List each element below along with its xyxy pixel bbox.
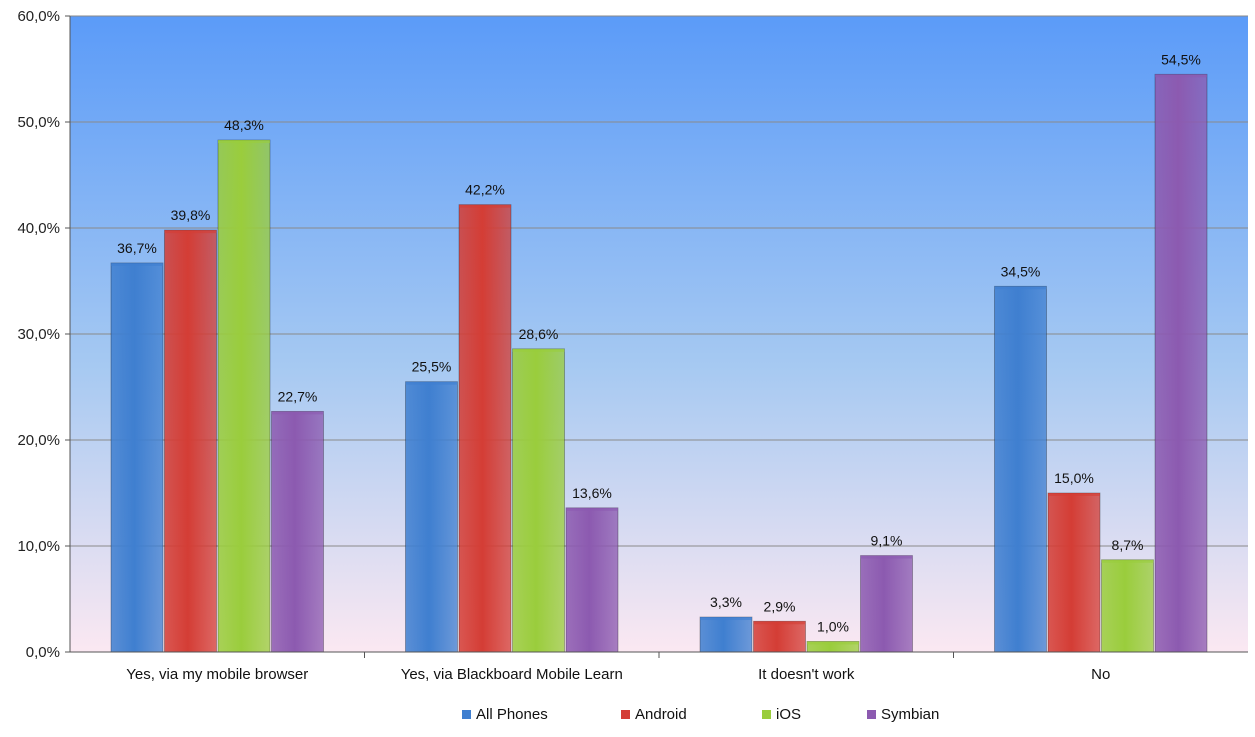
data-label: 34,5% <box>1001 263 1041 279</box>
data-label: 25,5% <box>412 359 452 375</box>
data-label: 39,8% <box>171 207 211 223</box>
bar-symbian <box>271 410 324 653</box>
data-label: 2,9% <box>764 598 796 614</box>
bar-top-cap <box>1048 493 1100 496</box>
bar-symbian <box>565 507 619 653</box>
bar-ios <box>512 348 565 653</box>
bar-ios <box>217 139 271 653</box>
bar-all-phones <box>994 285 1047 653</box>
legend-label: iOS <box>776 706 802 723</box>
legend-item: iOS <box>762 706 801 723</box>
legend-swatch <box>762 710 771 719</box>
bar-symbian <box>1154 73 1208 653</box>
bar-android <box>164 229 217 653</box>
bar-symbian <box>860 555 913 653</box>
y-tick-label: 10,0% <box>17 538 60 555</box>
data-label: 1,0% <box>817 618 849 634</box>
data-label: 15,0% <box>1054 470 1094 486</box>
data-label: 3,3% <box>710 594 742 610</box>
bar-top-cap <box>271 411 324 415</box>
data-label: 8,7% <box>1112 537 1144 553</box>
data-label: 36,7% <box>117 240 157 256</box>
legend-label: Android <box>635 706 687 723</box>
legend-swatch <box>621 710 630 719</box>
bar-all-phones <box>110 262 164 653</box>
bar-top-cap <box>512 348 565 352</box>
data-label: 48,3% <box>224 117 264 133</box>
bar-top-cap <box>405 381 458 385</box>
data-label: 54,5% <box>1161 51 1201 67</box>
bar-chart: 0,0% 10,0% 20,0% 30,0% 40,0% 50,0% 60,0% Yes, v… <box>17 8 1248 683</box>
labels: 0,0% 10,0% 20,0% 30,0% 40,0% 50,0% 60,0% Yes, v… <box>17 8 1200 683</box>
data-label: 9,1% <box>871 533 903 549</box>
axes <box>65 15 1248 658</box>
bar-top-cap <box>753 621 806 625</box>
y-tick-label: 30,0% <box>17 326 60 343</box>
y-tick-label: 40,0% <box>17 220 60 237</box>
legend-item: Android <box>621 706 687 723</box>
bars <box>110 73 1208 653</box>
x-tick-label: It doesn't work <box>758 666 855 683</box>
legend: All Phones Android iOS Symbian <box>0 706 1255 734</box>
data-label: 42,2% <box>465 182 505 198</box>
bar-android <box>1047 492 1101 653</box>
x-tick-label: Yes, via Blackboard Mobile Learn <box>401 666 623 683</box>
bar-top-cap <box>860 555 913 559</box>
bar-top-cap <box>807 641 859 645</box>
data-label: 13,6% <box>572 485 612 501</box>
x-tick-label: Yes, via my mobile browser <box>126 666 308 683</box>
data-label: 22,7% <box>278 388 318 404</box>
bar-top-cap <box>459 204 511 208</box>
y-tick-label: 0,0% <box>26 644 60 661</box>
bar-top-cap <box>164 230 217 234</box>
legend-item: Symbian <box>867 706 939 723</box>
y-tick-label: 20,0% <box>17 432 60 449</box>
bar-ios <box>1101 559 1154 653</box>
legend-label: All Phones <box>476 706 548 723</box>
legend-item: All Phones <box>462 706 548 723</box>
bar-top-cap <box>700 617 752 621</box>
y-tick-label: 60,0% <box>17 8 60 25</box>
bar-all-phones <box>699 616 753 653</box>
bar-top-cap <box>1101 559 1154 563</box>
bar-top-cap <box>994 286 1047 290</box>
bar-top-cap <box>566 507 618 511</box>
legend-label: Symbian <box>881 706 940 723</box>
bar-android <box>458 204 512 653</box>
legend-swatch <box>462 710 471 719</box>
bar-all-phones <box>405 381 458 653</box>
x-tick-label: No <box>1091 666 1110 683</box>
bar-android <box>753 620 806 653</box>
data-label: 28,6% <box>519 326 559 342</box>
bar-top-cap <box>218 140 270 144</box>
bar-top-cap <box>111 262 163 266</box>
y-tick-label: 50,0% <box>17 114 60 131</box>
bar-top-cap <box>1155 74 1207 78</box>
legend-swatch <box>867 710 876 719</box>
